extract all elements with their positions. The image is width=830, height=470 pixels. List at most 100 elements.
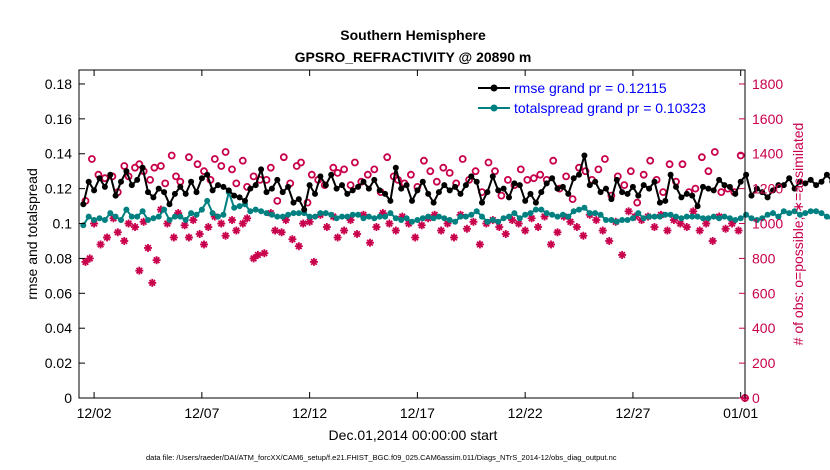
rmse-point (247, 185, 254, 192)
rmse-point (215, 182, 221, 189)
assimilated-point (288, 235, 297, 244)
rmse-point (198, 175, 205, 182)
rmse-point (96, 175, 103, 182)
totalspread-point (247, 208, 254, 215)
rmse-point (759, 189, 766, 196)
y-right-tick-label: 1000 (752, 216, 783, 232)
rmse-point (651, 178, 658, 185)
totalspread-point (710, 213, 717, 220)
rmse-point (279, 189, 286, 196)
totalspread-point (177, 213, 184, 220)
possible-point (346, 181, 355, 190)
rmse-point (581, 152, 588, 159)
rmse-point (624, 190, 631, 197)
y-left-tick-label: 0.16 (45, 111, 72, 127)
rmse-point (333, 185, 340, 192)
rmse-point (797, 178, 803, 185)
plot-frame (78, 69, 746, 399)
totalspread-point (495, 218, 502, 225)
rmse-point (360, 178, 367, 185)
totalspread-point (435, 213, 442, 220)
totalspread-point (457, 213, 464, 220)
y-left-tick-label: 0.06 (45, 285, 72, 301)
totalspread-point (500, 215, 507, 222)
x-tick-label: 12/22 (508, 405, 543, 421)
axis-tick-labels: 12/02 12/07 12/12 12/17 12/22 12/27 01/0100.02… (45, 76, 784, 421)
rmse-point (365, 185, 372, 192)
rmse-point (145, 189, 151, 196)
totalspread-point (532, 206, 539, 213)
assimilated-point (260, 249, 269, 258)
possible-point (307, 170, 316, 179)
rmse-series (80, 152, 830, 213)
rmse-point (522, 197, 529, 204)
totalspread-point (619, 217, 626, 223)
totalspread-point (188, 210, 195, 217)
y-left-tick-label: 0.14 (45, 146, 72, 162)
totalspread-point (258, 208, 265, 215)
assimilated-point (566, 217, 575, 226)
rmse-point (263, 189, 270, 196)
totalspread-point (425, 213, 432, 220)
rmse-point (667, 171, 674, 178)
rmse-point (123, 168, 130, 175)
rmse-point (317, 173, 324, 180)
totalspread-point (312, 213, 318, 220)
totalspread-point (635, 210, 642, 217)
possible-point (146, 175, 155, 184)
rmse-point (807, 176, 814, 183)
totalspread-point (748, 215, 755, 222)
rmse-point (306, 182, 313, 189)
totalspread-point (586, 210, 593, 217)
y-right-tick-label: 1800 (752, 76, 783, 92)
rmse-point (80, 201, 87, 208)
rmse-point (527, 190, 534, 197)
possible-point (594, 165, 603, 174)
totalspread-point (721, 213, 728, 220)
totalspread-point (333, 215, 340, 222)
assimilated-point (372, 223, 381, 232)
assimilated-point (353, 230, 362, 238)
y-axis-label-right: # of obs: o=possible; ∗=assimilated (790, 123, 806, 346)
possible-point (249, 172, 258, 181)
totalspread-point (452, 218, 459, 225)
assimilated-point (85, 254, 94, 263)
totalspread-point (231, 204, 238, 211)
totalspread-point (791, 208, 798, 215)
y-right-tick-label: 1200 (752, 181, 783, 197)
rmse-point (166, 201, 173, 208)
assimilated-point (385, 219, 394, 228)
possible-point (633, 198, 642, 207)
possible-point (228, 165, 236, 174)
totalspread-point (398, 217, 405, 223)
totalspread-series (80, 188, 830, 229)
rmse-point (134, 176, 141, 183)
possible-point (120, 162, 129, 170)
totalspread-point (818, 210, 825, 217)
rmse-point (285, 183, 292, 190)
totalspread-point (91, 217, 98, 223)
rmse-point (403, 182, 410, 189)
assimilated-point (228, 216, 237, 225)
possible-point (626, 167, 635, 176)
totalspread-point (349, 211, 356, 218)
possible-point (329, 163, 338, 172)
totalspread-point (651, 213, 658, 220)
assimilated-point (120, 236, 129, 245)
rmse-point (118, 178, 124, 185)
rmse-point (441, 182, 448, 189)
assimilated-point (391, 226, 400, 235)
assimilated-point (650, 223, 659, 232)
assimilated-point (200, 240, 209, 249)
assimilated-point (682, 223, 691, 232)
rmse-point (225, 187, 232, 194)
possible-point (167, 151, 176, 160)
rmse-point (392, 164, 399, 171)
possible-point (581, 167, 590, 176)
possible-point (717, 188, 726, 197)
totalspread-point (139, 208, 146, 215)
rmse-point (770, 187, 776, 194)
rmse-point (516, 182, 523, 189)
x-tick-label: 12/02 (77, 405, 112, 421)
rmse-point (462, 182, 469, 189)
